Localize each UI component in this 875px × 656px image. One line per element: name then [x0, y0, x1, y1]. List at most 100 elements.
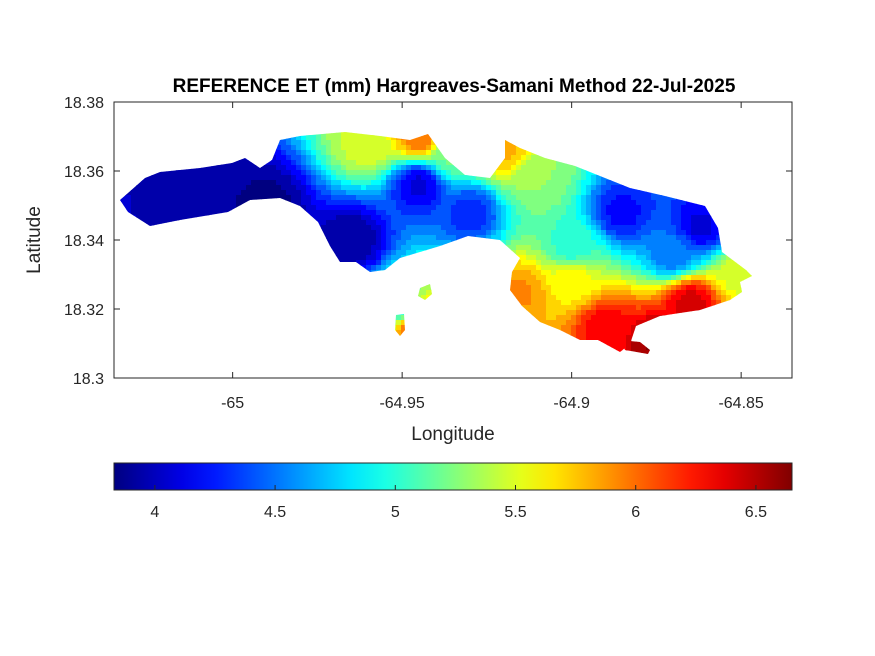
et-cell: [401, 210, 407, 216]
et-cell: [336, 240, 342, 246]
et-cell: [681, 215, 687, 221]
et-cell: [626, 190, 632, 196]
et-cell: [651, 225, 657, 231]
et-cell: [606, 315, 612, 321]
et-cell: [576, 270, 582, 276]
et-cell: [511, 220, 517, 226]
et-cell: [351, 145, 357, 151]
et-cell: [291, 195, 297, 201]
et-cell: [401, 245, 407, 251]
et-cell: [706, 300, 712, 306]
et-cell: [591, 180, 597, 186]
et-cell: [671, 275, 677, 281]
et-cell: [391, 205, 397, 211]
et-cell: [641, 195, 647, 201]
et-cell: [666, 285, 672, 291]
et-cell: [166, 170, 172, 176]
et-cell: [606, 290, 612, 296]
et-cell: [306, 140, 312, 146]
et-cell: [656, 245, 662, 251]
et-cell: [331, 225, 337, 231]
et-cell: [611, 235, 617, 241]
et-cell: [266, 170, 272, 176]
et-cell: [556, 300, 562, 306]
et-cell: [676, 215, 682, 221]
et-cell: [531, 250, 537, 256]
et-cell: [626, 185, 632, 191]
et-cell: [621, 195, 627, 201]
et-cell: [591, 255, 597, 261]
et-cell: [701, 240, 707, 246]
et-cell: [526, 275, 532, 281]
et-cell: [606, 305, 612, 311]
et-cell: [636, 200, 642, 206]
et-cell: [631, 205, 637, 211]
et-cell: [571, 275, 577, 281]
et-cell: [536, 300, 542, 306]
et-cell: [686, 215, 692, 221]
et-cell: [416, 145, 422, 151]
et-cell: [606, 210, 612, 216]
et-cell: [626, 270, 632, 276]
et-cell: [351, 250, 357, 256]
et-cell: [546, 305, 552, 311]
et-cell: [271, 185, 277, 191]
et-cell: [631, 260, 637, 266]
et-cell: [566, 305, 572, 311]
et-cell: [136, 195, 142, 201]
et-cell: [331, 145, 337, 151]
et-cell: [461, 180, 467, 186]
et-cell: [446, 195, 452, 201]
et-cell: [656, 205, 662, 211]
et-cell: [521, 185, 527, 191]
et-cell: [561, 305, 567, 311]
et-cell: [521, 225, 527, 231]
et-cell: [446, 235, 452, 241]
et-cell: [631, 240, 637, 246]
et-cell: [591, 275, 597, 281]
et-cell: [716, 260, 722, 266]
et-cell: [391, 235, 397, 241]
et-cell: [356, 250, 362, 256]
et-cell: [361, 160, 367, 166]
et-cell: [541, 230, 547, 236]
et-cell: [446, 175, 452, 181]
et-cell: [656, 280, 662, 286]
et-cell: [436, 165, 442, 171]
et-cell: [521, 180, 527, 186]
et-cell: [411, 240, 417, 246]
et-cell: [356, 180, 362, 186]
et-cell: [566, 185, 572, 191]
et-cell: [331, 140, 337, 146]
et-cell: [711, 240, 717, 246]
et-cell: [601, 210, 607, 216]
et-cell: [361, 230, 367, 236]
et-cell: [621, 290, 627, 296]
et-cell: [186, 215, 192, 221]
et-cell: [181, 185, 187, 191]
et-cell: [326, 220, 332, 226]
et-cell: [566, 315, 572, 321]
et-cell: [561, 235, 567, 241]
et-cell: [151, 175, 157, 181]
et-cell: [366, 230, 372, 236]
et-cell: [291, 135, 297, 141]
et-cell: [631, 270, 637, 276]
et-cell: [636, 270, 642, 276]
et-cell: [591, 235, 597, 241]
et-cell: [301, 140, 307, 146]
et-cell: [541, 200, 547, 206]
et-cell: [221, 165, 227, 171]
et-cell: [346, 145, 352, 151]
et-cell: [136, 205, 142, 211]
et-cell: [436, 220, 442, 226]
et-cell: [341, 245, 347, 251]
et-cell: [591, 305, 597, 311]
et-cell: [396, 315, 402, 321]
et-cell: [676, 235, 682, 241]
et-cell: [521, 275, 527, 281]
et-cell: [531, 225, 537, 231]
et-cell: [516, 220, 522, 226]
et-cell: [156, 190, 162, 196]
et-cell: [681, 260, 687, 266]
